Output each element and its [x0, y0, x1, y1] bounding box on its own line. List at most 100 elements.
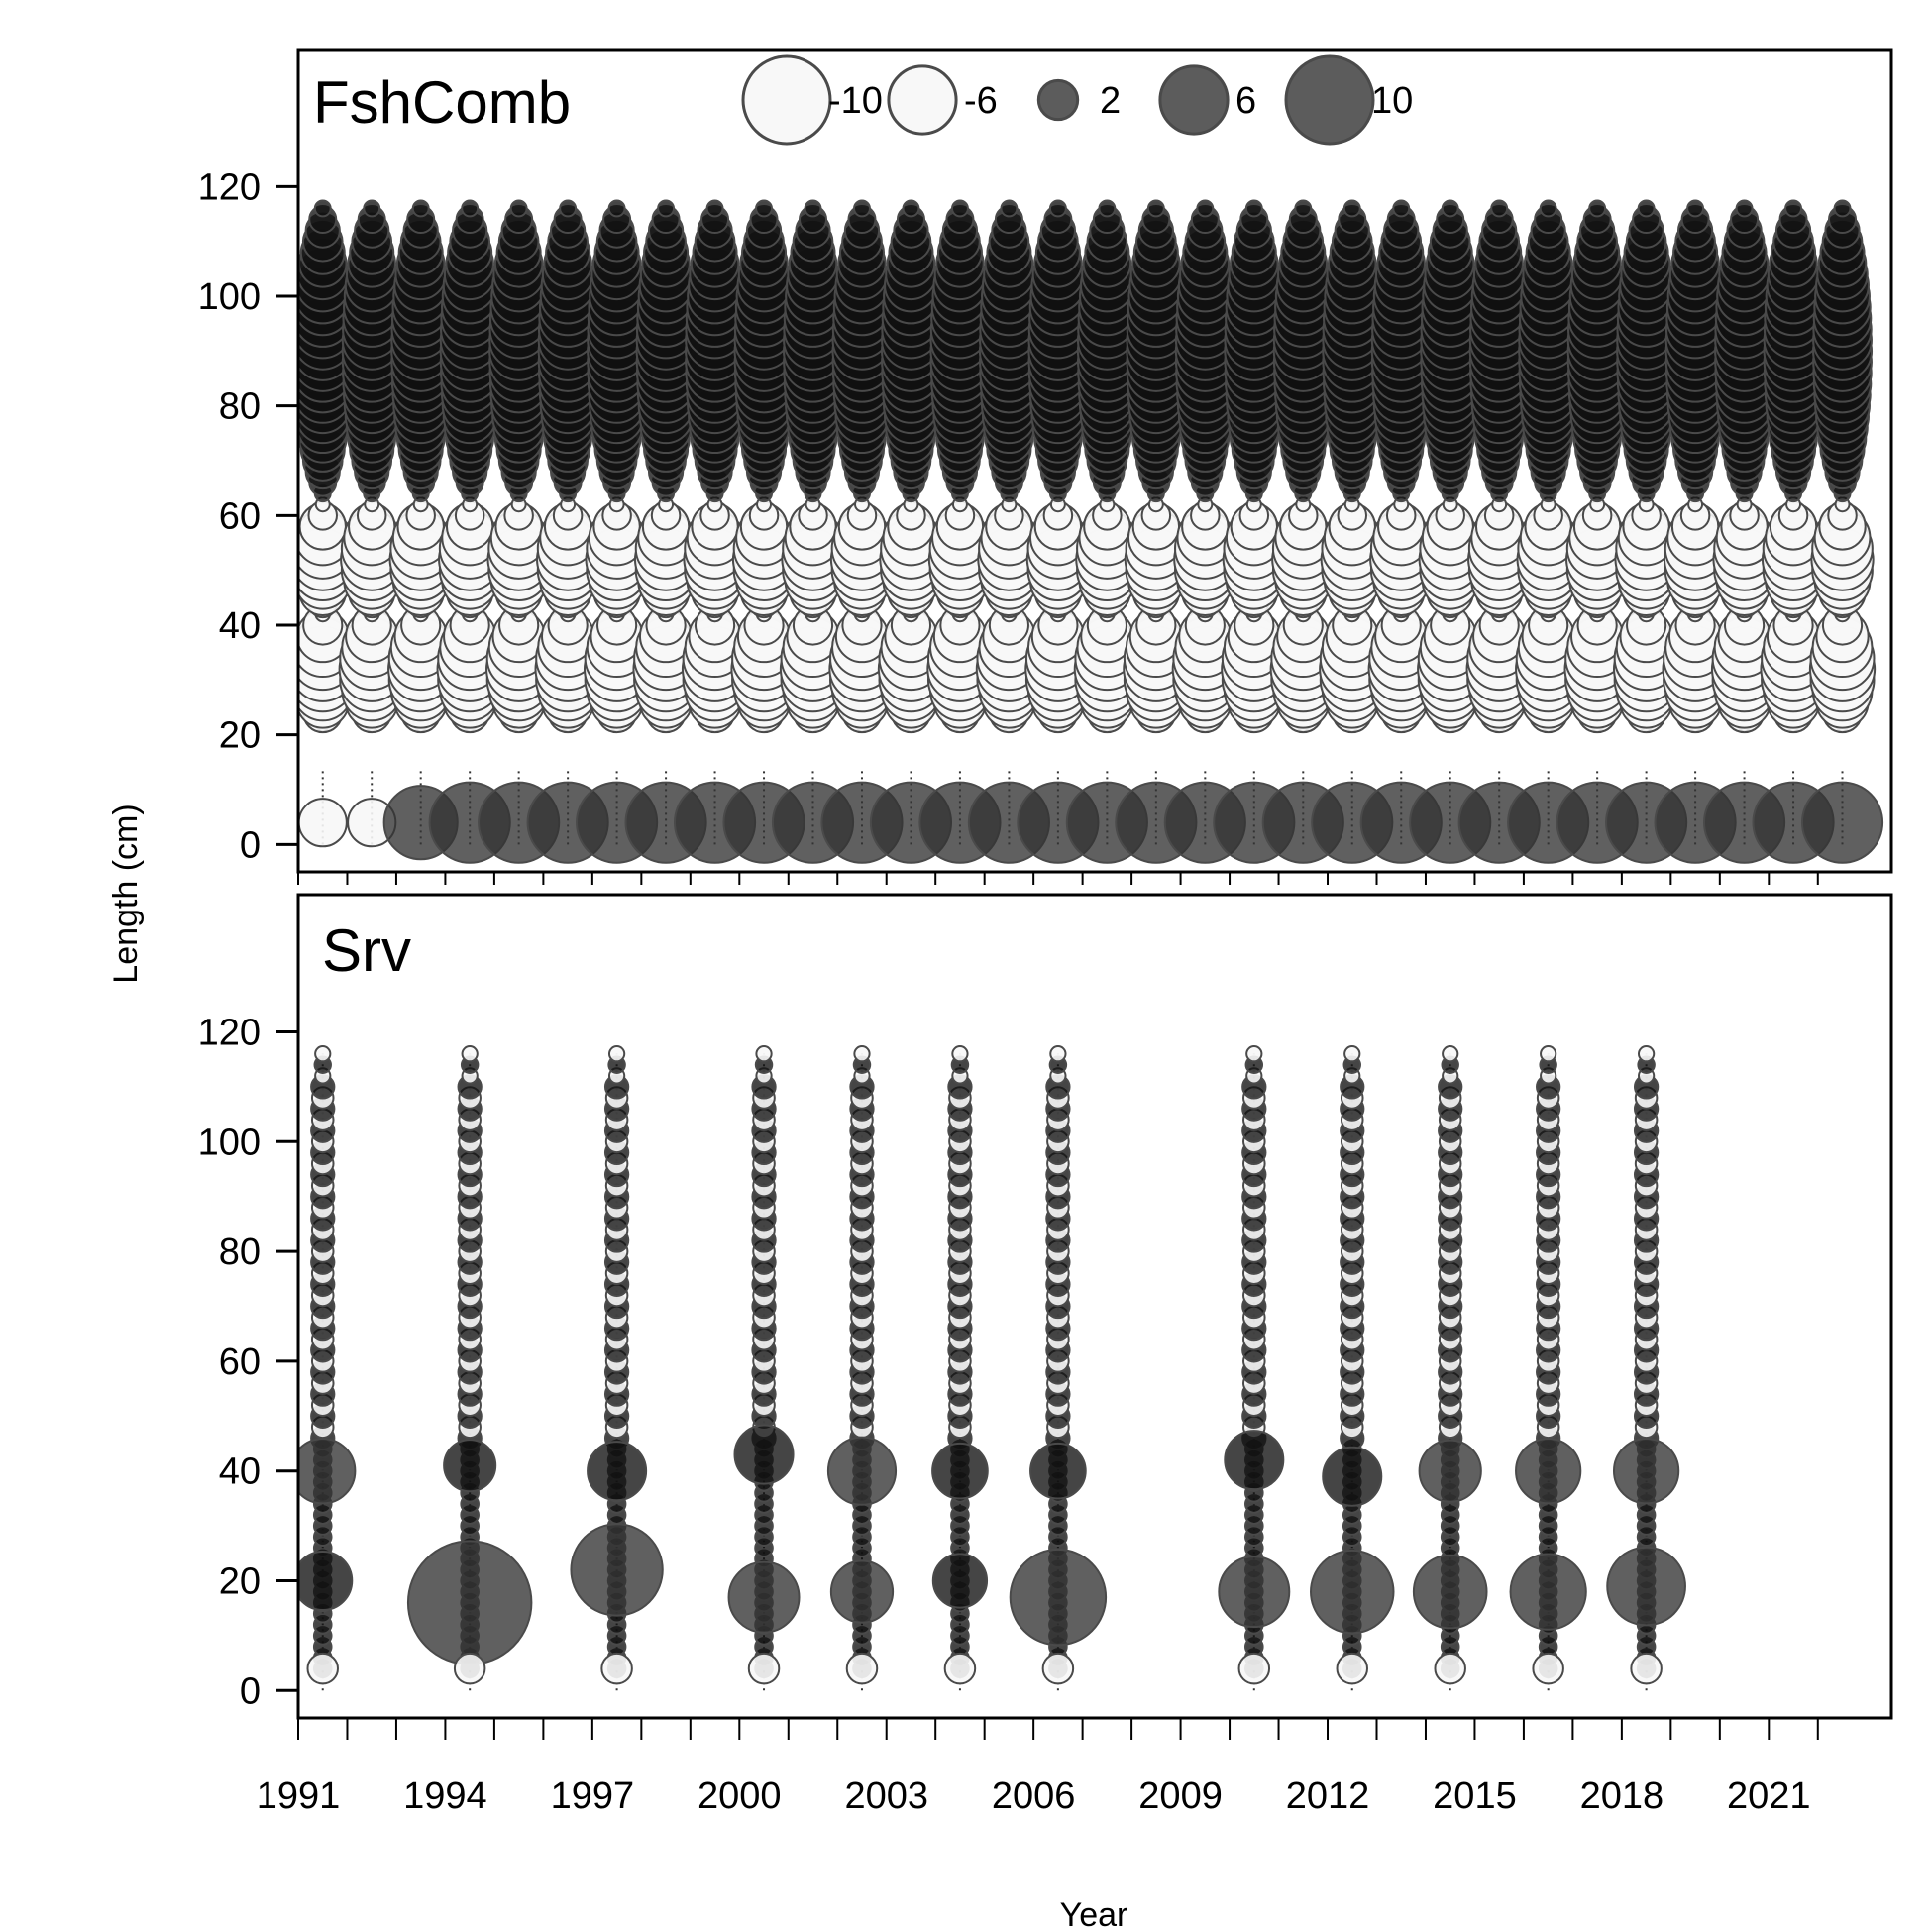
bubble: [853, 199, 871, 218]
bubble: [1245, 1045, 1263, 1063]
bubble: [1434, 1652, 1466, 1685]
legend-label: -10: [828, 80, 883, 122]
bubble: [443, 1439, 497, 1493]
panel-label: FshComb: [313, 69, 571, 136]
bubble: [1049, 1045, 1067, 1063]
bubble: [1800, 781, 1884, 864]
bubble: [559, 199, 578, 218]
legend-bubble: [887, 64, 958, 136]
bubble: [1490, 199, 1509, 218]
legend-bubble: [1284, 54, 1375, 146]
bubble: [705, 199, 724, 218]
bubble: [1237, 1652, 1271, 1685]
legend-bubble: [741, 54, 832, 146]
bubble: [727, 1560, 801, 1634]
bubble: [902, 199, 920, 218]
bubble: [1784, 199, 1803, 218]
x-tick-label: 2006: [992, 1775, 1076, 1817]
bubble: [747, 1652, 781, 1685]
x-tick-label: 2012: [1286, 1775, 1370, 1817]
bubble: [406, 1540, 533, 1665]
bubble: [1686, 199, 1705, 218]
bubble: [1342, 199, 1361, 218]
bubble: [1540, 1045, 1557, 1063]
bubble: [1412, 1554, 1488, 1630]
legend-label: 10: [1371, 80, 1413, 122]
bubble: [607, 199, 626, 218]
bubble: [1735, 199, 1754, 218]
bubble: [453, 1652, 486, 1685]
bubble: [853, 1045, 871, 1063]
bubble: [1637, 199, 1656, 218]
x-axis: 1991 1994 1997 2000 2003 2006 2009 2012 2015 2018…: [257, 872, 1819, 1817]
panel-srv: Srv 0 20 40 60 80 100 120: [198, 893, 1893, 1720]
bubble: [587, 1441, 648, 1502]
x-tick-label: 2009: [1138, 1775, 1223, 1817]
y-tick-label: 0: [240, 824, 261, 866]
bubble: [1224, 1430, 1285, 1491]
bubble: [733, 1424, 795, 1485]
bubble: [931, 1442, 989, 1500]
y-tick-label: 40: [219, 605, 261, 647]
panel-frame: [296, 893, 1893, 1720]
bubble: [826, 1436, 898, 1506]
legend-bubble: [1158, 64, 1230, 136]
y-axis-title: Length (cm): [107, 804, 145, 983]
y-tick-label: 60: [219, 1342, 261, 1383]
x-axis-title: Year: [1060, 1896, 1128, 1932]
bubble: [1588, 199, 1607, 218]
bubble: [363, 199, 381, 218]
bubble: [845, 1652, 879, 1685]
x-tick-label: 1997: [551, 1775, 635, 1817]
bubble: [1637, 1045, 1656, 1063]
y-tick-label: 20: [219, 1561, 261, 1603]
bubble: [657, 199, 676, 218]
bubble: [1418, 1439, 1482, 1503]
legend: -10 -6 2 6 10: [741, 54, 1413, 146]
bubble: [1833, 199, 1852, 218]
panel-label: Srv: [322, 917, 411, 984]
legend-label: 2: [1100, 80, 1121, 122]
bubble: [1441, 199, 1459, 218]
x-tick-label: 2018: [1580, 1775, 1664, 1817]
bubble: [600, 1652, 633, 1685]
bubble: [755, 199, 773, 218]
bubble: [1392, 199, 1411, 218]
legend-label: 6: [1235, 80, 1256, 122]
bubble: [829, 1559, 895, 1624]
y-tick-label: 80: [219, 1232, 261, 1273]
bubble: [1098, 199, 1117, 218]
bubble: [314, 1045, 332, 1063]
y-tick-label: 40: [219, 1451, 261, 1493]
legend-label: -6: [964, 80, 998, 122]
bubble: [607, 1045, 626, 1063]
bubble: [306, 1652, 339, 1685]
bubble: [509, 199, 528, 218]
bubble: [1515, 1438, 1582, 1505]
y-tick-label: 100: [198, 1122, 261, 1163]
bubble: [1310, 1549, 1395, 1635]
bubble: [951, 1045, 969, 1063]
bubble: [1294, 199, 1313, 218]
y-tick-label: 60: [219, 495, 261, 537]
y-tick-label: 80: [219, 386, 261, 428]
bubble: [461, 1045, 479, 1063]
bubble: [1244, 199, 1263, 218]
legend-bubble: [1036, 78, 1080, 122]
bubble: [1146, 199, 1165, 218]
bubble: [804, 199, 822, 218]
y-tick-label: 120: [198, 1013, 261, 1054]
bubble: [298, 1438, 357, 1505]
bubble: [411, 199, 430, 218]
bubble: [1196, 199, 1215, 218]
bubble: [1029, 1442, 1087, 1500]
bubble: [1322, 1446, 1383, 1507]
bubble: [1539, 199, 1557, 218]
bubble: [1442, 1045, 1459, 1063]
x-tick-label: 1994: [403, 1775, 487, 1817]
plot-area: [298, 199, 1884, 864]
x-tick-label: 2021: [1727, 1775, 1811, 1817]
bubble: [1612, 1438, 1680, 1505]
panel-fshcomb: FshComb 0 20 40 60 80 100 120: [198, 48, 1893, 874]
